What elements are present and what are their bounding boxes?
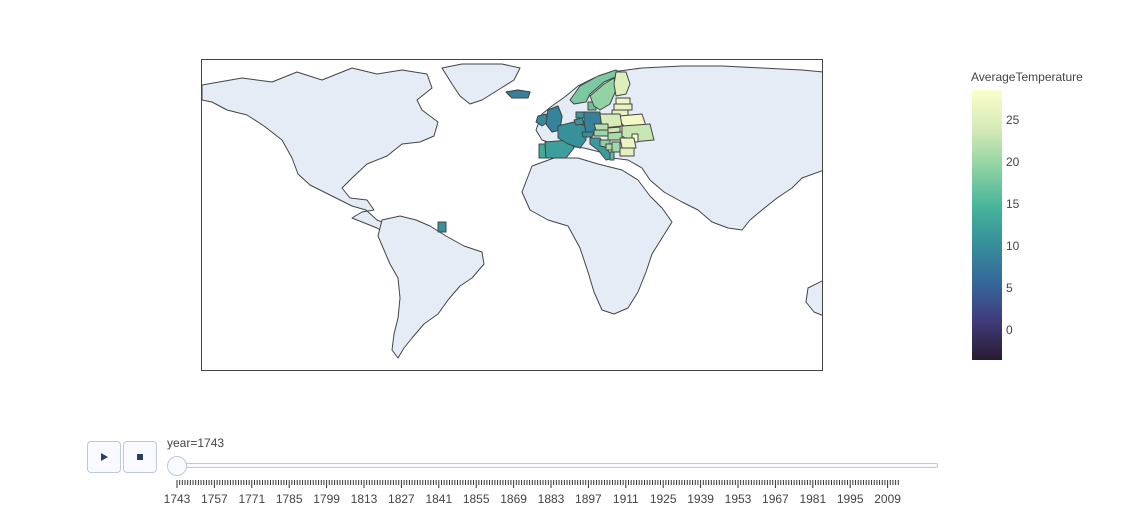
slider-year-label[interactable]: 1925	[649, 492, 677, 506]
slider-year-label[interactable]: 1981	[799, 492, 827, 506]
colorbar-tick-label: 15	[1006, 196, 1020, 211]
slider-year-label[interactable]: 1995	[836, 492, 864, 506]
colorbar-tick-label: 0	[1006, 323, 1013, 338]
country-Sweden[interactable]	[589, 77, 617, 111]
slider-minor-ticks	[176, 480, 899, 488]
slider-year-label[interactable]: 1939	[687, 492, 714, 506]
country-Serbia[interactable]	[611, 141, 621, 153]
slider-year-label[interactable]: 1743	[163, 492, 191, 506]
country-Iceland[interactable]	[505, 89, 531, 99]
country-Bulgaria[interactable]	[619, 147, 635, 157]
colorbar-tick-label: 5	[1006, 281, 1013, 296]
slider-year-label[interactable]: 1771	[238, 492, 266, 506]
country-Estonia[interactable]	[615, 97, 631, 105]
country-Latvia[interactable]	[613, 103, 633, 111]
slider-prefix: year=	[167, 436, 198, 450]
country-Netherlands[interactable]	[575, 111, 585, 119]
slider-handle[interactable]	[167, 456, 187, 476]
slider-current-value: year=1743	[167, 436, 224, 450]
country-Finland[interactable]	[613, 71, 631, 97]
country-Czech Republic[interactable]	[593, 123, 609, 131]
country-Norway[interactable]	[569, 69, 623, 105]
slider-year-label[interactable]: 1757	[201, 492, 228, 506]
colorbar	[972, 90, 1002, 360]
slider-year-label[interactable]: 1883	[537, 492, 565, 506]
country-Romania[interactable]	[619, 137, 637, 149]
stop-icon	[137, 454, 143, 460]
map-frame[interactable]	[201, 59, 823, 371]
play-button[interactable]	[87, 441, 121, 473]
slider-rail[interactable]	[176, 463, 938, 468]
country-Ireland[interactable]	[535, 113, 549, 127]
colorbar-title: AverageTemperature	[971, 70, 1083, 84]
slider-year-label[interactable]: 1841	[425, 492, 453, 506]
greenland	[441, 63, 521, 105]
colorbar-tick-label: 20	[1006, 154, 1020, 169]
colorbar-tick-label: 10	[1006, 239, 1020, 254]
slider-year-label[interactable]: 1897	[575, 492, 602, 506]
australia	[805, 280, 822, 316]
slider-year-label[interactable]: 1953	[724, 492, 752, 506]
slider-year-label[interactable]: 1827	[388, 492, 415, 506]
world-map	[202, 63, 822, 359]
slider-year-label[interactable]: 1855	[462, 492, 490, 506]
slider-year-label[interactable]: 1785	[275, 492, 303, 506]
stop-button[interactable]	[123, 441, 157, 473]
slider-year-label[interactable]: 2009	[874, 492, 901, 506]
country-Austria[interactable]	[593, 129, 609, 137]
slider-year-label[interactable]: 1813	[350, 492, 378, 506]
country-Switzerland[interactable]	[581, 131, 595, 138]
north-america	[202, 67, 439, 236]
south-america	[377, 215, 485, 359]
colorbar-tick-label: 25	[1006, 112, 1020, 127]
country-French Guiana[interactable]	[437, 221, 447, 233]
countries-layer	[437, 69, 655, 233]
country-Albania[interactable]	[609, 151, 615, 161]
slider-current-year: 1743	[197, 436, 225, 450]
slider-year-label[interactable]: 1967	[762, 492, 789, 506]
play-icon	[100, 453, 108, 461]
slider-year-label[interactable]: 1799	[313, 492, 340, 506]
africa	[521, 157, 673, 315]
slider-year-label[interactable]: 1869	[500, 492, 527, 506]
eurasia	[535, 65, 822, 231]
slider-year-label[interactable]: 1911	[612, 492, 639, 506]
